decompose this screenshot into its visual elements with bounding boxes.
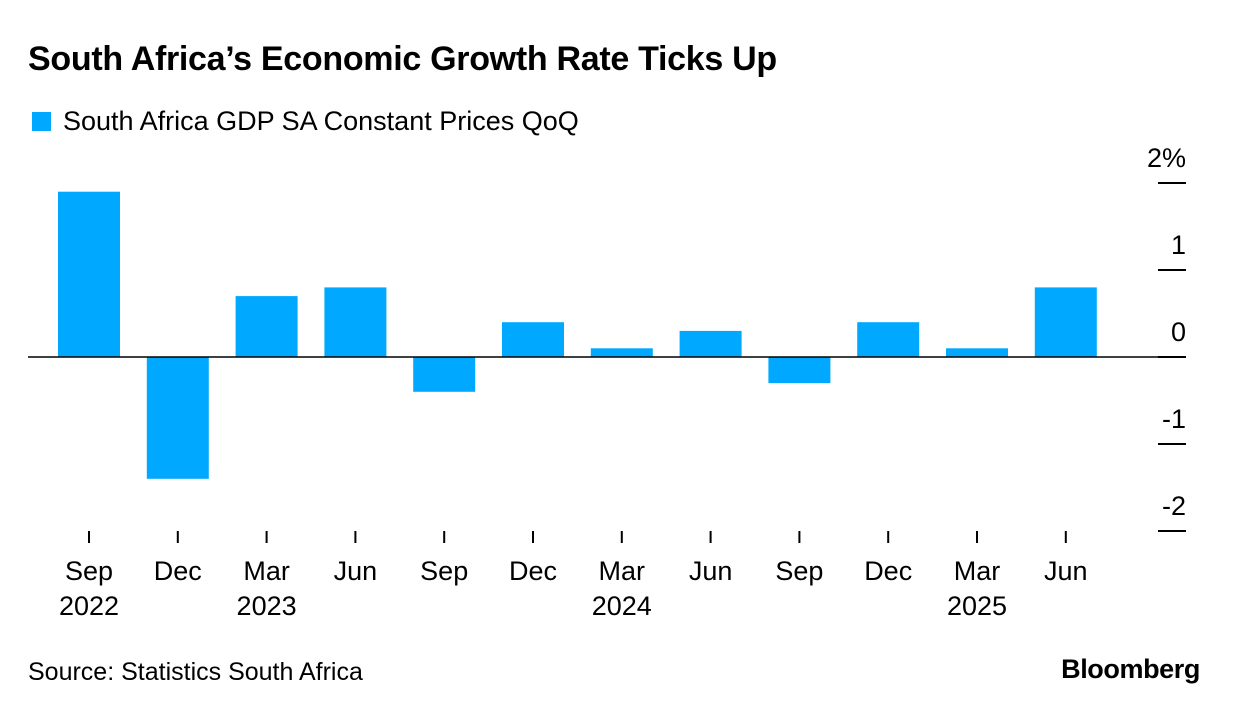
bar-sep-2024 — [768, 357, 831, 384]
bar-dec-2024 — [857, 322, 920, 357]
x-ticks-group: Sep 2022 Dec Mar 2023 Jun Sep Dec Mar 2024 Jun Sep D… — [59, 531, 1088, 621]
legend: South Africa GDP SA Constant Prices QoQ — [32, 106, 579, 137]
bar-sep-2023 — [413, 357, 476, 392]
bar-mar-2024 — [590, 348, 653, 357]
x-tick-label: Sep — [775, 556, 823, 586]
bar-dec-2023 — [502, 322, 564, 357]
x-tick-year-label: 2022 — [59, 591, 119, 621]
x-tick-label: Mar — [243, 556, 290, 586]
x-tick-label: Dec — [509, 556, 557, 586]
chart-title: South Africa’s Economic Growth Rate Tick… — [28, 40, 777, 78]
x-tick-label: Jun — [1044, 556, 1088, 586]
bar-sep-2022 — [58, 191, 120, 357]
y-tick-label: 1 — [1171, 230, 1186, 260]
y-tick-label: -1 — [1162, 404, 1186, 434]
x-tick-label: Mar — [599, 556, 646, 586]
x-tick-label: Dec — [864, 556, 912, 586]
y-ticks-group: 2% 1 0 -1 -2 — [1147, 143, 1186, 532]
bar-mar-2025 — [946, 348, 1008, 357]
bar-jun-2023 — [324, 287, 387, 357]
x-tick-label: Dec — [154, 556, 202, 586]
x-tick-label: Jun — [334, 556, 378, 586]
x-tick-label: Sep — [420, 556, 468, 586]
legend-label: South Africa GDP SA Constant Prices QoQ — [63, 106, 579, 136]
bar-jun-2025 — [1034, 287, 1097, 357]
legend-swatch — [32, 112, 51, 131]
y-tick-label: -2 — [1162, 491, 1186, 521]
bars-group — [58, 191, 1097, 479]
x-tick-year-label: 2023 — [237, 591, 297, 621]
y-tick-label: 2% — [1147, 143, 1186, 173]
y-tick-label: 0 — [1171, 317, 1186, 347]
bar-jun-2024 — [679, 330, 742, 357]
bloomberg-logo: Bloomberg — [1061, 654, 1200, 684]
x-tick-year-label: 2025 — [947, 591, 1007, 621]
x-tick-year-label: 2024 — [592, 591, 652, 621]
bar-dec-2022 — [146, 357, 209, 479]
x-tick-label: Sep — [65, 556, 113, 586]
x-tick-label: Jun — [689, 556, 733, 586]
x-tick-label: Mar — [954, 556, 1001, 586]
source-note: Source: Statistics South Africa — [28, 658, 363, 686]
bar-mar-2023 — [235, 296, 298, 357]
